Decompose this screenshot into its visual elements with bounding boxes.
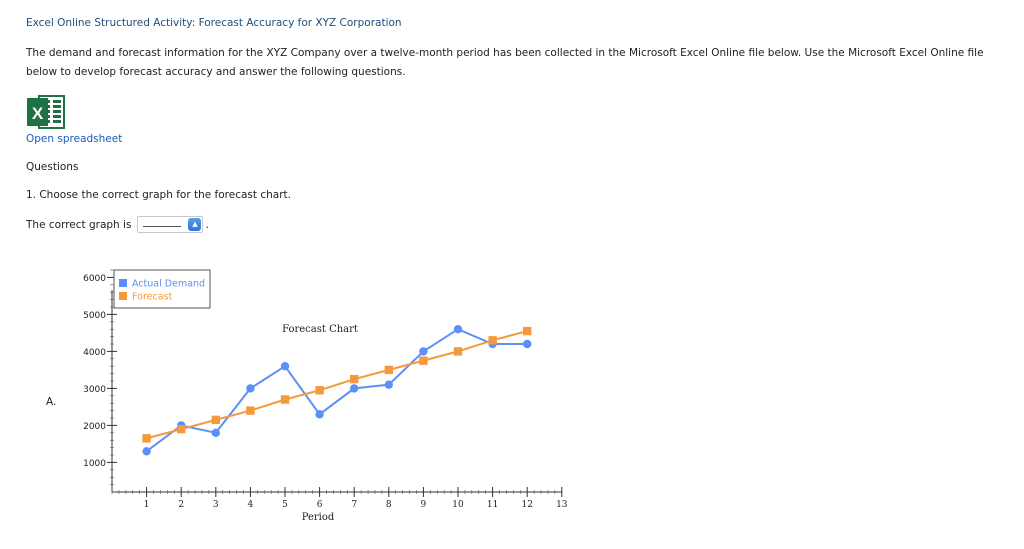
data-point-forecast — [350, 374, 359, 384]
x-tick-label: 5 — [282, 500, 288, 510]
excel-icon[interactable]: X — [26, 94, 66, 130]
question-1-text: 1. Choose the correct graph for the fore… — [26, 189, 291, 201]
data-point-actual — [142, 447, 151, 456]
dropdown-arrows-icon[interactable]: ▲ — [188, 218, 202, 231]
data-point-actual — [350, 384, 359, 393]
option-a-label: A. — [46, 396, 57, 408]
data-point-forecast — [246, 406, 255, 415]
x-tick-label: 1 — [144, 500, 150, 510]
answer-period: . — [205, 218, 209, 231]
legend-box — [113, 269, 211, 309]
y-tick-label: 4000 — [83, 348, 106, 358]
y-tick-label: 6000 — [83, 274, 106, 284]
x-tick-label: 4 — [248, 500, 254, 510]
x-tick-label: 13 — [556, 500, 568, 510]
chart-title: Forecast Chart — [282, 324, 358, 335]
x-tick-label: 12 — [521, 500, 532, 510]
answer-blank — [143, 226, 182, 227]
data-point-forecast — [211, 415, 220, 425]
data-point-actual — [315, 410, 324, 419]
x-axis-label: Period — [302, 512, 335, 523]
svg-text:X: X — [32, 104, 44, 123]
data-point-forecast — [488, 336, 497, 345]
x-tick-label: 3 — [213, 500, 219, 510]
data-point-actual — [280, 362, 290, 371]
data-point-forecast — [177, 424, 186, 434]
answer-select[interactable]: ▲ — [137, 216, 204, 233]
data-point-actual — [246, 384, 255, 393]
data-point-actual — [453, 325, 463, 334]
open-spreadsheet-link[interactable]: Open spreadsheet — [26, 133, 123, 145]
series-line-1 — [146, 328, 528, 453]
data-point-forecast — [280, 395, 290, 404]
legend-label: Actual Demand — [132, 279, 205, 290]
data-point-forecast — [142, 434, 151, 443]
data-point-forecast — [384, 365, 393, 375]
legend-swatch — [119, 292, 127, 300]
y-tick-label: 2000 — [83, 422, 106, 432]
x-tick-label: 2 — [178, 500, 184, 510]
series-line-2 — [146, 330, 528, 440]
legend-swatch — [119, 279, 127, 287]
y-tick-label: 3000 — [83, 385, 106, 395]
x-tick-label: 6 — [317, 500, 323, 510]
page-title: Excel Online Structured Activity: Foreca… — [26, 17, 402, 29]
x-tick-label: 11 — [487, 500, 498, 510]
data-point-forecast — [315, 386, 324, 395]
data-point-actual — [211, 428, 220, 437]
x-tick-label: 10 — [452, 500, 464, 510]
legend-label: Forecast — [132, 292, 172, 303]
data-point-actual — [419, 347, 428, 356]
data-point-forecast — [453, 347, 463, 356]
x-tick-label: 9 — [421, 500, 427, 510]
questions-heading: Questions — [26, 161, 79, 173]
x-tick-label: 7 — [351, 500, 357, 510]
data-point-actual — [384, 380, 393, 389]
answer-prompt: The correct graph is — [26, 218, 132, 231]
data-point-actual — [523, 339, 532, 349]
data-point-forecast — [419, 356, 428, 365]
x-tick-label: 8 — [386, 500, 392, 510]
data-point-forecast — [523, 326, 532, 336]
y-tick-label: 1000 — [83, 459, 106, 469]
answer-row: The correct graph is ▲ . — [26, 216, 209, 233]
intro-text: The demand and forecast information for … — [26, 47, 984, 78]
y-tick-label: 5000 — [83, 311, 106, 321]
